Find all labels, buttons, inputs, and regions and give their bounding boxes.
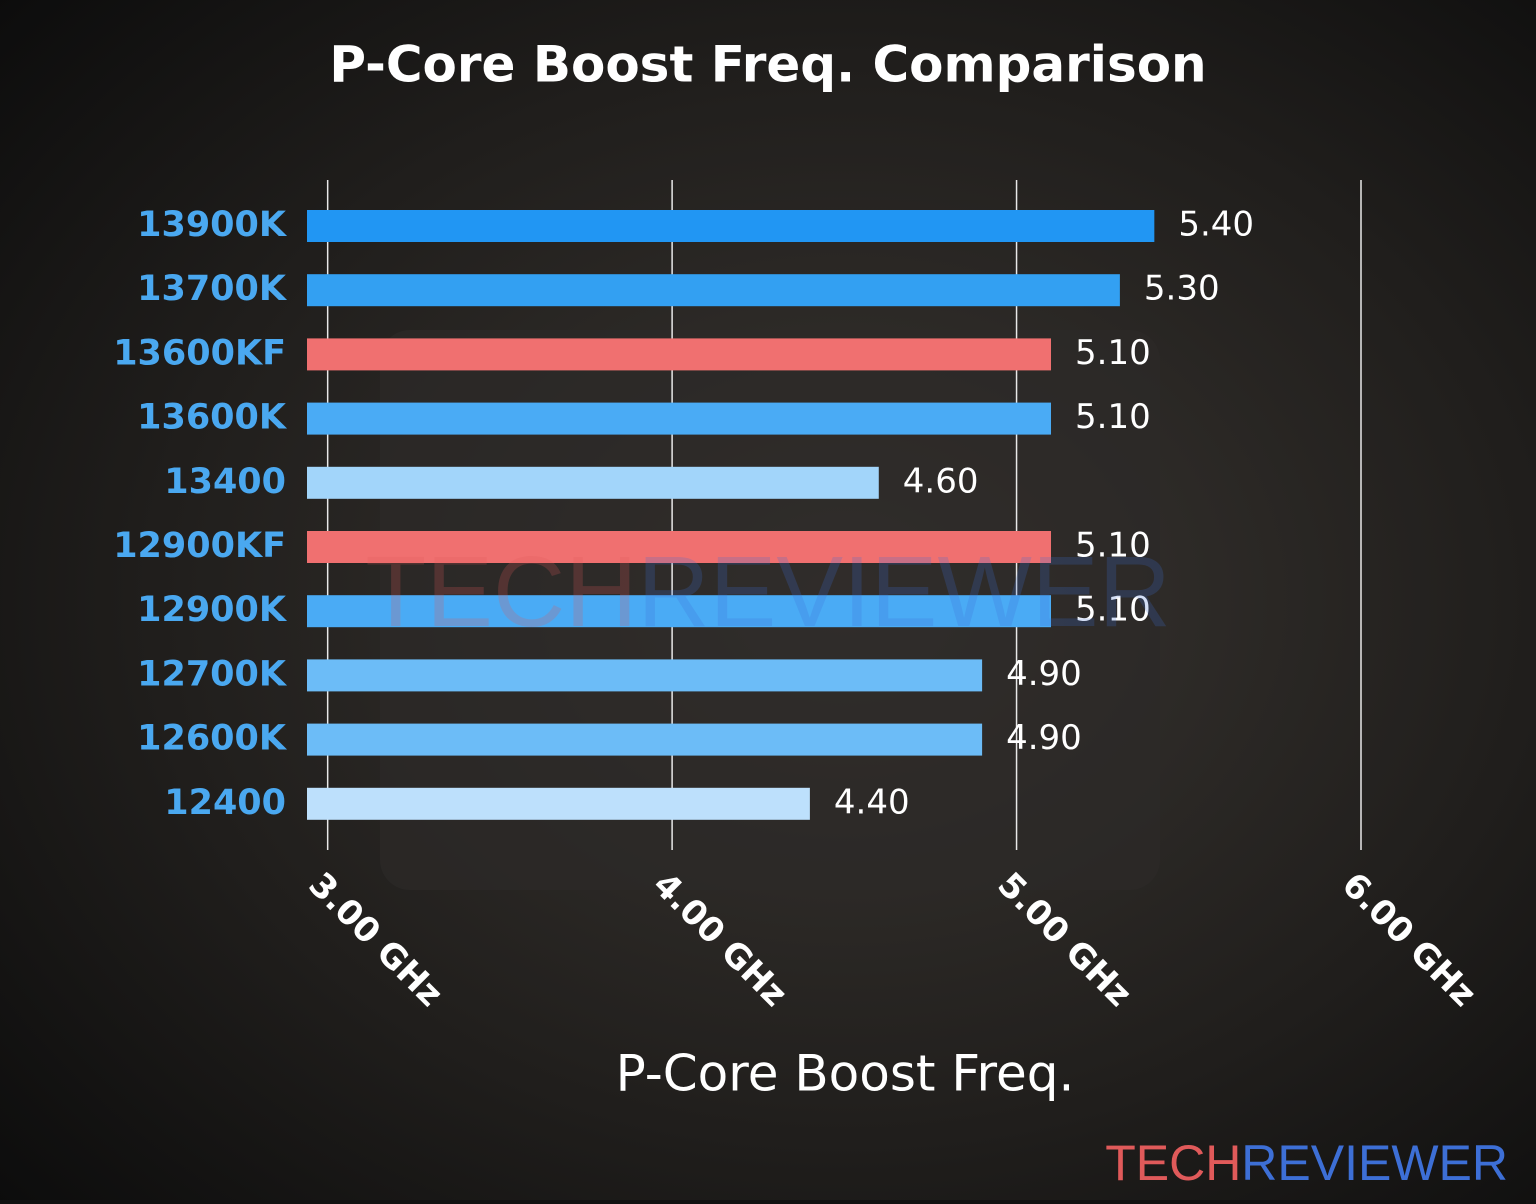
brand-part1: TECH (1105, 1135, 1241, 1191)
value-label: 4.90 (1006, 654, 1082, 694)
bar (307, 210, 1155, 242)
y-tick-label: 12600K (137, 719, 288, 759)
value-label: 4.60 (903, 461, 979, 501)
bar (307, 531, 1051, 563)
y-tick-label: 12400 (164, 783, 286, 823)
bar (307, 723, 983, 756)
brand-logo: TECHREVIEWER (1105, 1135, 1508, 1191)
brand-part2: REVIEWER (1241, 1135, 1508, 1191)
bar (307, 659, 983, 692)
value-label: 5.10 (1075, 333, 1151, 373)
y-tick-label: 12900K (137, 590, 288, 630)
value-label: 5.10 (1075, 526, 1151, 566)
y-tick-label: 12900KF (113, 526, 286, 566)
watermark-part2: REVIEWER (637, 536, 1170, 648)
bar (307, 595, 1051, 628)
y-tick-label: 13900K (137, 205, 288, 245)
value-label: 4.90 (1006, 718, 1082, 758)
x-axis-label: P-Core Boost Freq. (616, 1045, 1075, 1103)
watermark: TECHREVIEWER (365, 536, 1171, 648)
bar (307, 466, 879, 499)
value-label: 5.30 (1144, 269, 1220, 309)
value-label: 4.40 (834, 782, 910, 822)
value-label: 5.40 (1178, 205, 1254, 245)
y-tick-label: 13600KF (113, 333, 286, 373)
bar (307, 338, 1051, 371)
y-tick-label: 13700K (137, 269, 288, 309)
watermark-part1: TECH (365, 536, 637, 648)
y-tick-label: 12700K (137, 654, 288, 694)
value-label: 5.10 (1075, 397, 1151, 437)
bar (307, 274, 1120, 307)
value-label: 5.10 (1075, 590, 1151, 630)
y-tick-label: 13400 (164, 462, 286, 502)
bar (307, 402, 1051, 435)
bar (307, 787, 810, 820)
y-tick-label: 13600K (137, 398, 288, 438)
chart-title: P-Core Boost Freq. Comparison (329, 36, 1206, 94)
